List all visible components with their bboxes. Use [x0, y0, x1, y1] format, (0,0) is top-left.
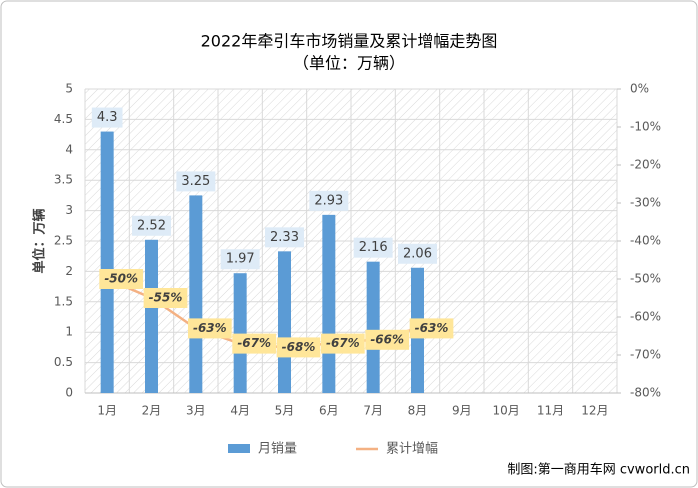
x-tick-label: 11月 — [537, 404, 564, 418]
bar-value-label-box — [353, 237, 393, 258]
source-note: 制图:第一商用车网 cvworld.cn — [507, 462, 690, 478]
bar — [322, 214, 336, 393]
line-value-label: -67% — [326, 336, 360, 350]
bar-value-label: 2.16 — [359, 240, 388, 255]
y-tick-label: 4 — [65, 142, 73, 156]
x-tick-label: 1月 — [97, 404, 117, 418]
y-tick-label: 5 — [65, 82, 73, 96]
bar — [278, 251, 291, 393]
line-value-label-box — [365, 329, 410, 350]
line-value-label-box — [276, 337, 321, 358]
y-tick-label: 3.5 — [54, 173, 73, 187]
line-value-label: -68% — [282, 340, 316, 354]
bar-value-label-box — [265, 227, 304, 248]
x-tick-label: 9月 — [452, 404, 472, 418]
bar-value-label: 3.25 — [181, 174, 210, 189]
line-value-label-box — [99, 269, 144, 289]
bar-value-label-box — [220, 249, 260, 270]
line-value-label-box — [320, 333, 365, 354]
line-value-label-box — [187, 318, 232, 339]
chart-title: 2022年牵引车市场销量及累计增幅走势图 — [201, 32, 498, 51]
y2-tick-label: -80% — [630, 386, 661, 400]
y2-tick-label: -10% — [630, 120, 661, 134]
bar-value-label-box — [309, 190, 349, 211]
bar-value-label: 2.33 — [270, 230, 299, 245]
y-tick-label: 1.5 — [54, 294, 73, 308]
y2-tick-label: -70% — [630, 348, 661, 362]
bar-value-label: 2.06 — [403, 246, 432, 261]
bar-value-label: 2.93 — [314, 193, 343, 208]
bar-value-label-box — [132, 215, 171, 236]
x-tick-label: 2月 — [142, 404, 162, 418]
line-value-label-box — [143, 288, 188, 308]
line-value-label: -50% — [104, 272, 138, 286]
line-value-label: -67% — [237, 336, 271, 350]
y-tick-label: 0 — [65, 386, 73, 400]
y2-tick-label: -40% — [630, 234, 661, 248]
line-value-label: -63% — [193, 321, 227, 335]
line-value-label: -55% — [149, 291, 183, 305]
y2-tick-label: -50% — [630, 272, 661, 286]
legend-label: 累计增幅 — [386, 442, 438, 457]
bar — [145, 239, 158, 393]
bar-value-label: 4.3 — [97, 110, 118, 125]
y-axis-label: 单位：万辆 — [32, 208, 48, 273]
x-tick-label: 6月 — [319, 404, 339, 418]
bar-value-label: 2.52 — [137, 218, 166, 233]
line-value-label-box — [409, 318, 454, 339]
x-tick-label: 4月 — [230, 404, 250, 418]
bar-value-label-box — [176, 171, 216, 192]
bar — [233, 273, 247, 393]
y2-tick-label: 0% — [630, 82, 649, 96]
bar — [366, 261, 380, 393]
bar-value-label-box — [91, 107, 123, 128]
y-tick-label: 4.5 — [54, 112, 73, 126]
chart-subtitle: （单位：万辆） — [293, 54, 405, 73]
x-tick-label: 3月 — [186, 404, 206, 418]
bar-value-label: 1.97 — [226, 252, 255, 267]
bar — [100, 131, 114, 393]
legend-swatch — [228, 444, 250, 453]
line-value-label: -66% — [370, 332, 404, 346]
y-tick-label: 1 — [65, 325, 73, 339]
y2-tick-label: -60% — [630, 310, 661, 324]
legend-label: 月销量 — [258, 442, 297, 457]
line-value-label-box — [232, 333, 277, 354]
y-tick-label: 2 — [65, 264, 73, 278]
x-tick-label: 8月 — [408, 404, 428, 418]
bar-value-label-box — [398, 243, 437, 264]
x-tick-label: 10月 — [493, 404, 520, 418]
x-tick-label: 5月 — [275, 404, 295, 418]
x-tick-label: 7月 — [363, 404, 383, 418]
y-tick-label: 3 — [65, 203, 73, 217]
x-tick-label: 12月 — [581, 404, 608, 418]
y2-tick-label: -30% — [630, 196, 661, 210]
y-tick-label: 0.5 — [54, 355, 73, 369]
bar — [189, 195, 203, 393]
line-value-label: -63% — [415, 321, 449, 335]
y2-tick-label: -20% — [630, 158, 661, 172]
y-tick-label: 2.5 — [54, 234, 73, 248]
